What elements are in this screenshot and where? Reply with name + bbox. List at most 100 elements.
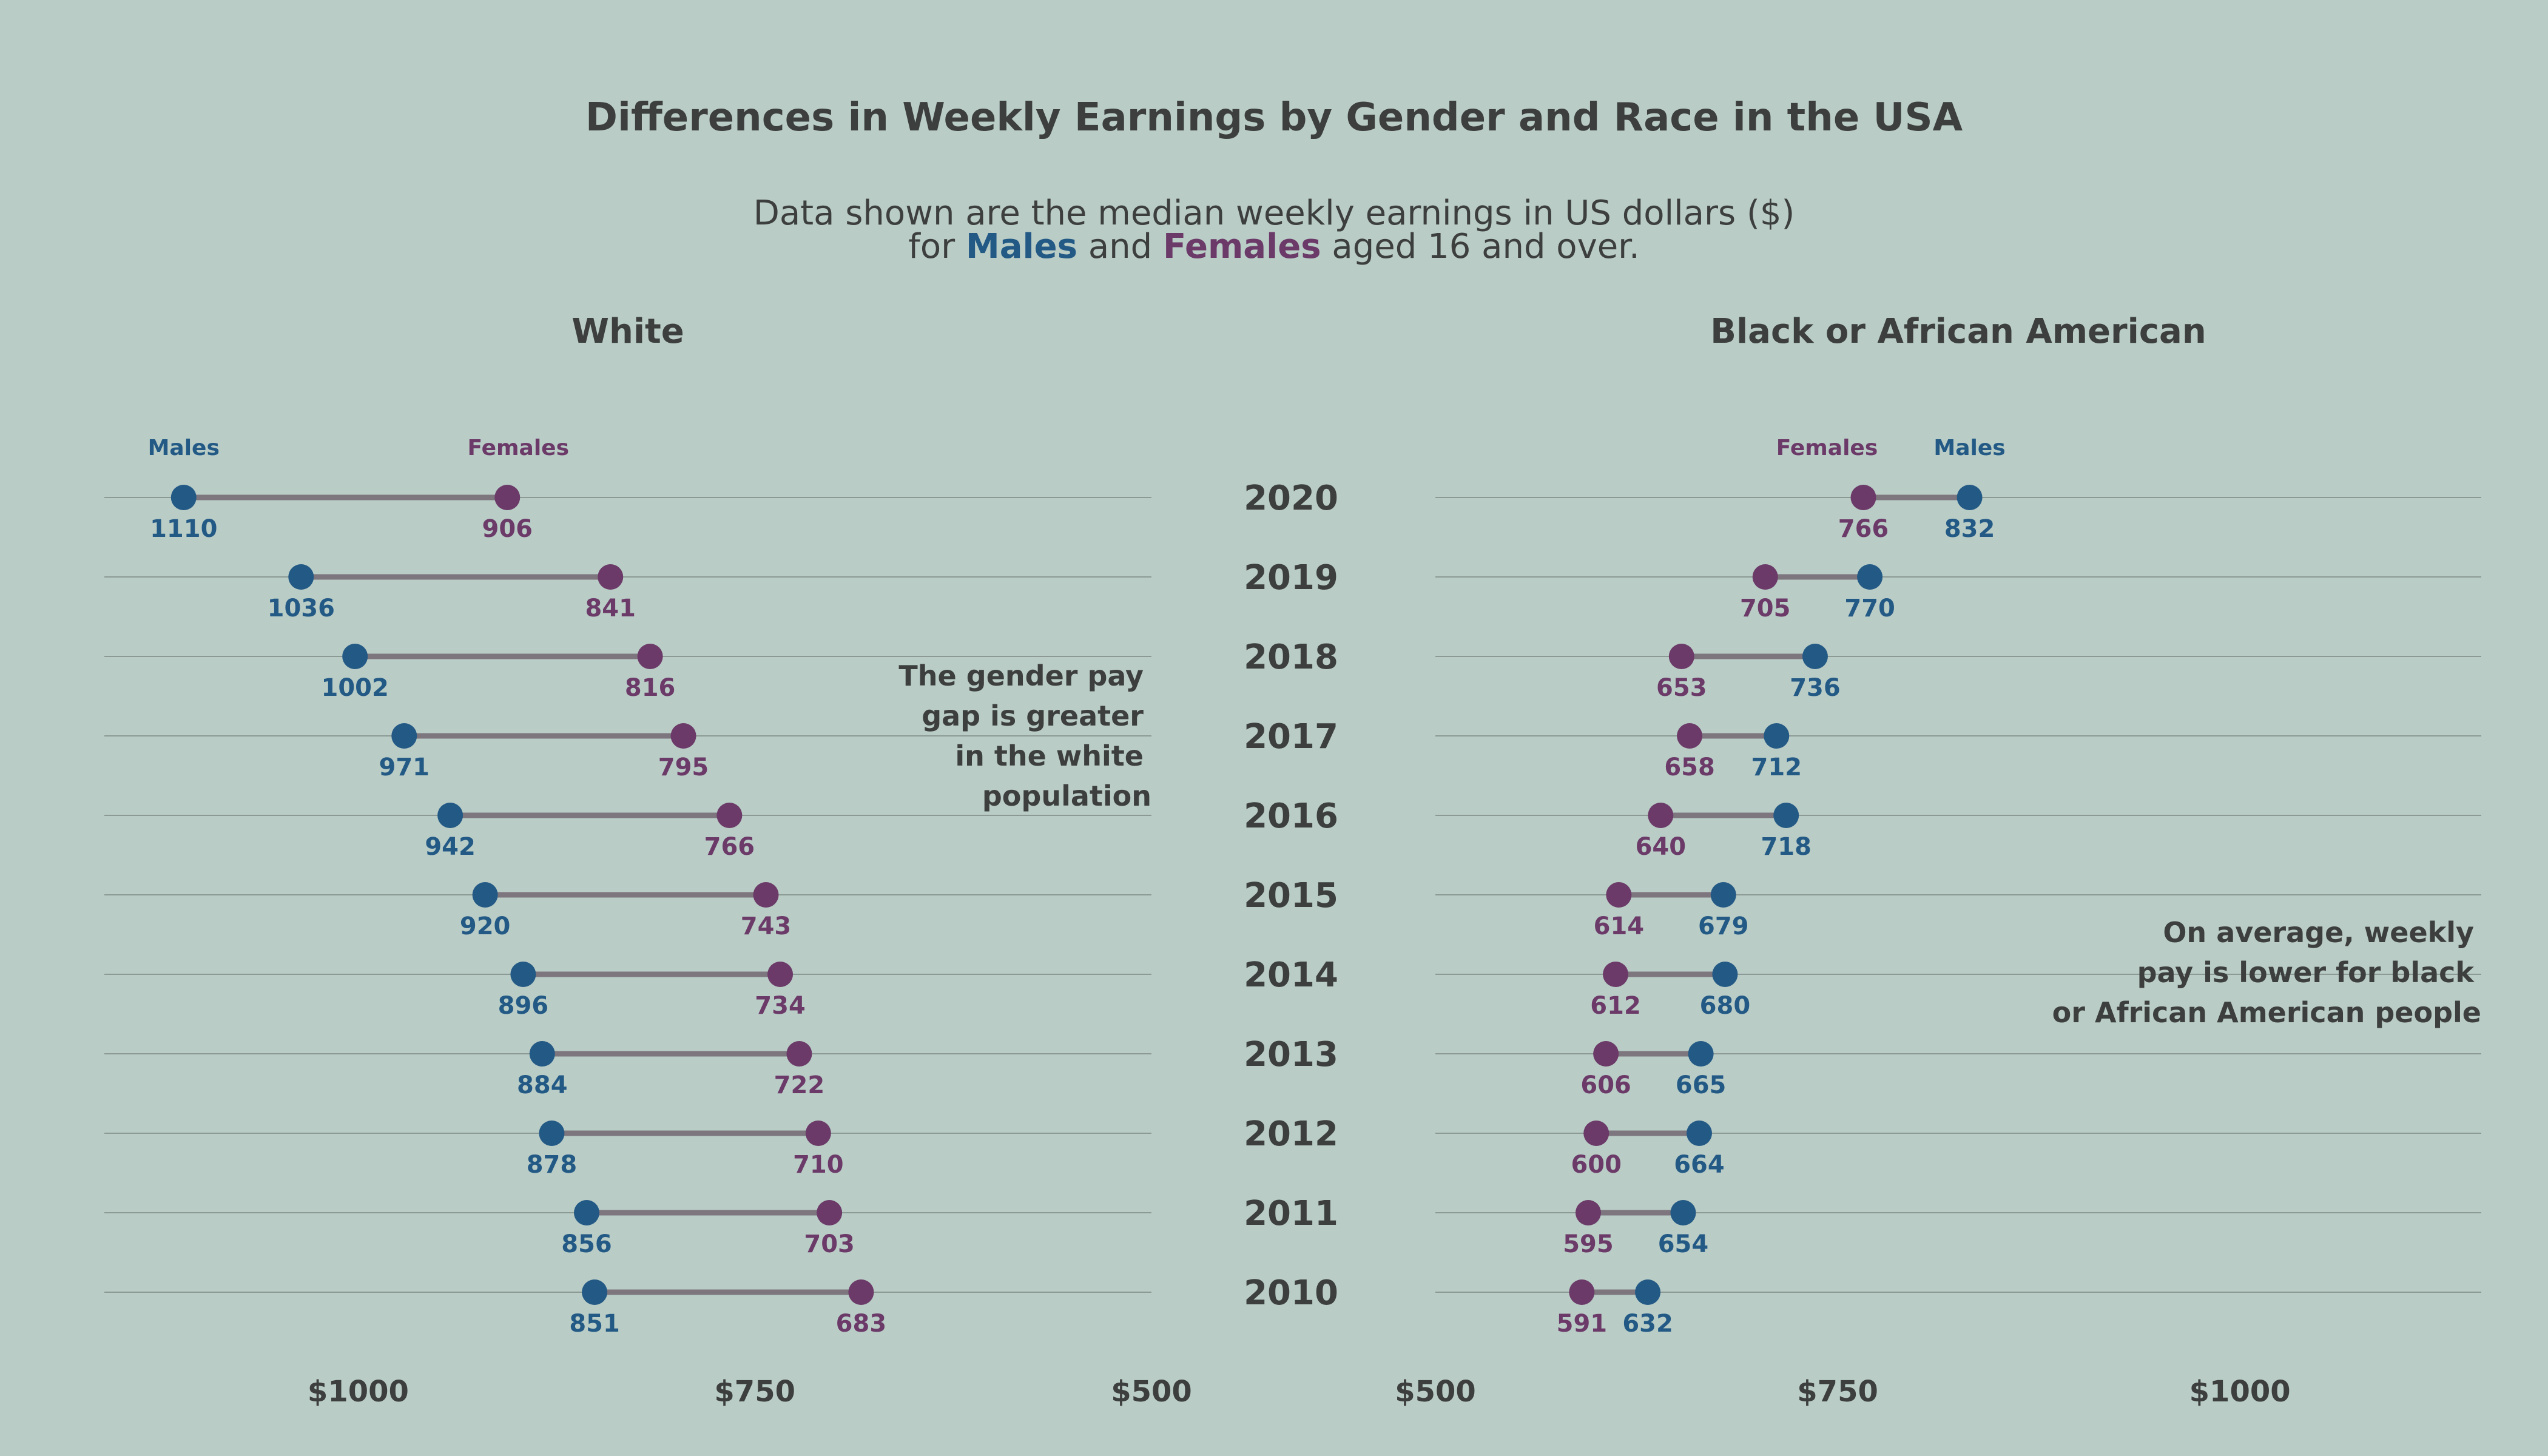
male-point	[1686, 1121, 1712, 1146]
year-label: 2016	[1244, 797, 1338, 836]
male-value-label: 1036	[268, 595, 335, 622]
male-point	[1688, 1041, 1714, 1067]
female-point	[1569, 1279, 1595, 1305]
annotation-white: population	[982, 780, 1151, 812]
female-value-label: 766	[704, 833, 755, 861]
male-value-label: 664	[1674, 1151, 1725, 1179]
tick-label: $500	[1111, 1375, 1192, 1409]
female-point	[817, 1200, 843, 1225]
male-value-label: 712	[1751, 753, 1802, 781]
annotation-white: gap is greater	[922, 699, 1144, 732]
subtitle-males: Males	[966, 227, 1077, 266]
chart-title: Differences in Weekly Earnings by Gender…	[585, 95, 1963, 140]
male-point	[1670, 1200, 1696, 1225]
female-value-label: 683	[836, 1310, 887, 1338]
male-point	[1710, 882, 1736, 908]
male-value-label: 632	[1622, 1310, 1673, 1338]
male-value-label: 654	[1658, 1230, 1709, 1258]
female-point	[1752, 564, 1778, 590]
male-value-label: 896	[498, 992, 549, 1020]
male-point	[539, 1121, 565, 1146]
tick-label: $1000	[2189, 1375, 2291, 1409]
female-point	[716, 803, 743, 828]
male-value-label: 665	[1676, 1071, 1727, 1099]
male-value-label: 718	[1761, 833, 1812, 861]
male-point	[288, 564, 314, 590]
female-point	[753, 882, 779, 908]
female-point	[1603, 962, 1629, 987]
male-value-label: 1110	[150, 515, 217, 543]
female-value-label: 600	[1571, 1151, 1622, 1179]
year-label: 2013	[1244, 1035, 1338, 1074]
year-label: 2014	[1244, 956, 1338, 995]
year-labels: 2020 2019 2018 2017 2016 2015 2014 2013 2012 2011…	[1244, 479, 1338, 1313]
female-value-label: 766	[1838, 515, 1889, 543]
female-point	[1668, 644, 1694, 669]
female-point	[805, 1121, 831, 1146]
male-point	[1764, 723, 1790, 749]
female-value-label: 816	[625, 674, 676, 702]
panel-title-white: White	[571, 312, 684, 351]
tick-label: $750	[714, 1375, 795, 1409]
female-value-label: 591	[1557, 1310, 1608, 1338]
female-point	[598, 564, 624, 590]
annotation-black: or African American people	[2052, 996, 2481, 1029]
female-point	[494, 485, 521, 510]
male-value-label: 680	[1700, 992, 1751, 1020]
subtitle-and: and	[1088, 227, 1152, 266]
female-value-label: 705	[1740, 595, 1791, 622]
year-label: 2015	[1244, 876, 1338, 915]
value-labels: 1110 906 1036 841 1002 816 971 795 942 766 920 743 8…	[150, 515, 1995, 1338]
male-point	[437, 803, 463, 828]
female-value-label: 906	[482, 515, 533, 543]
male-point	[472, 882, 498, 908]
female-value-label: 595	[1563, 1230, 1614, 1258]
male-point	[1712, 962, 1738, 987]
chart-subtitle-line1: Data shown are the median weekly earning…	[753, 194, 1795, 233]
year-label: 2011	[1244, 1194, 1338, 1233]
female-point	[1593, 1041, 1619, 1067]
female-value-label: 841	[585, 595, 636, 622]
male-value-label: 920	[460, 912, 511, 940]
male-point	[170, 485, 197, 510]
male-value-label: 832	[1944, 515, 1995, 543]
female-point	[637, 644, 663, 669]
legend-females: Females	[467, 436, 569, 460]
female-point	[1575, 1200, 1601, 1225]
female-value-label: 640	[1636, 833, 1687, 861]
male-point	[1857, 564, 1883, 590]
female-value-label: 658	[1664, 753, 1715, 781]
dumbbell-marks	[170, 485, 1983, 1305]
male-point	[582, 1279, 608, 1305]
male-value-label: 884	[517, 1071, 568, 1099]
female-value-label: 614	[1594, 912, 1645, 940]
subtitle-females: Females	[1163, 227, 1321, 266]
male-value-label: 1002	[322, 674, 389, 702]
male-value-label: 942	[425, 833, 476, 861]
male-value-label: 856	[561, 1230, 612, 1258]
male-point	[1773, 803, 1799, 828]
legend-males: Males	[1933, 436, 2005, 460]
male-point	[391, 723, 417, 749]
year-label: 2017	[1244, 717, 1338, 757]
year-label: 2010	[1244, 1273, 1338, 1313]
subtitle-aged: aged 16 and over.	[1332, 227, 1639, 266]
female-point	[670, 723, 696, 749]
axis-ticks: $1000 $750 $500 $500 $750 $1000	[308, 1375, 2291, 1409]
female-value-label: 703	[804, 1230, 855, 1258]
female-point	[1648, 803, 1674, 828]
tick-label: $1000	[308, 1375, 409, 1409]
female-value-label: 606	[1580, 1071, 1631, 1099]
annotation-white: in the white	[955, 740, 1144, 772]
female-value-label: 710	[793, 1151, 844, 1179]
panel-title-black: Black or African American	[1710, 312, 2206, 351]
female-value-label: 734	[755, 992, 806, 1020]
male-point	[574, 1200, 600, 1225]
female-point	[848, 1279, 874, 1305]
female-value-label: 795	[658, 753, 709, 781]
subtitle-for: for	[908, 227, 956, 266]
annotation-white: The gender pay	[898, 659, 1144, 692]
male-point	[1635, 1279, 1661, 1305]
legend-labels: Males Females Males Females	[148, 436, 2006, 460]
